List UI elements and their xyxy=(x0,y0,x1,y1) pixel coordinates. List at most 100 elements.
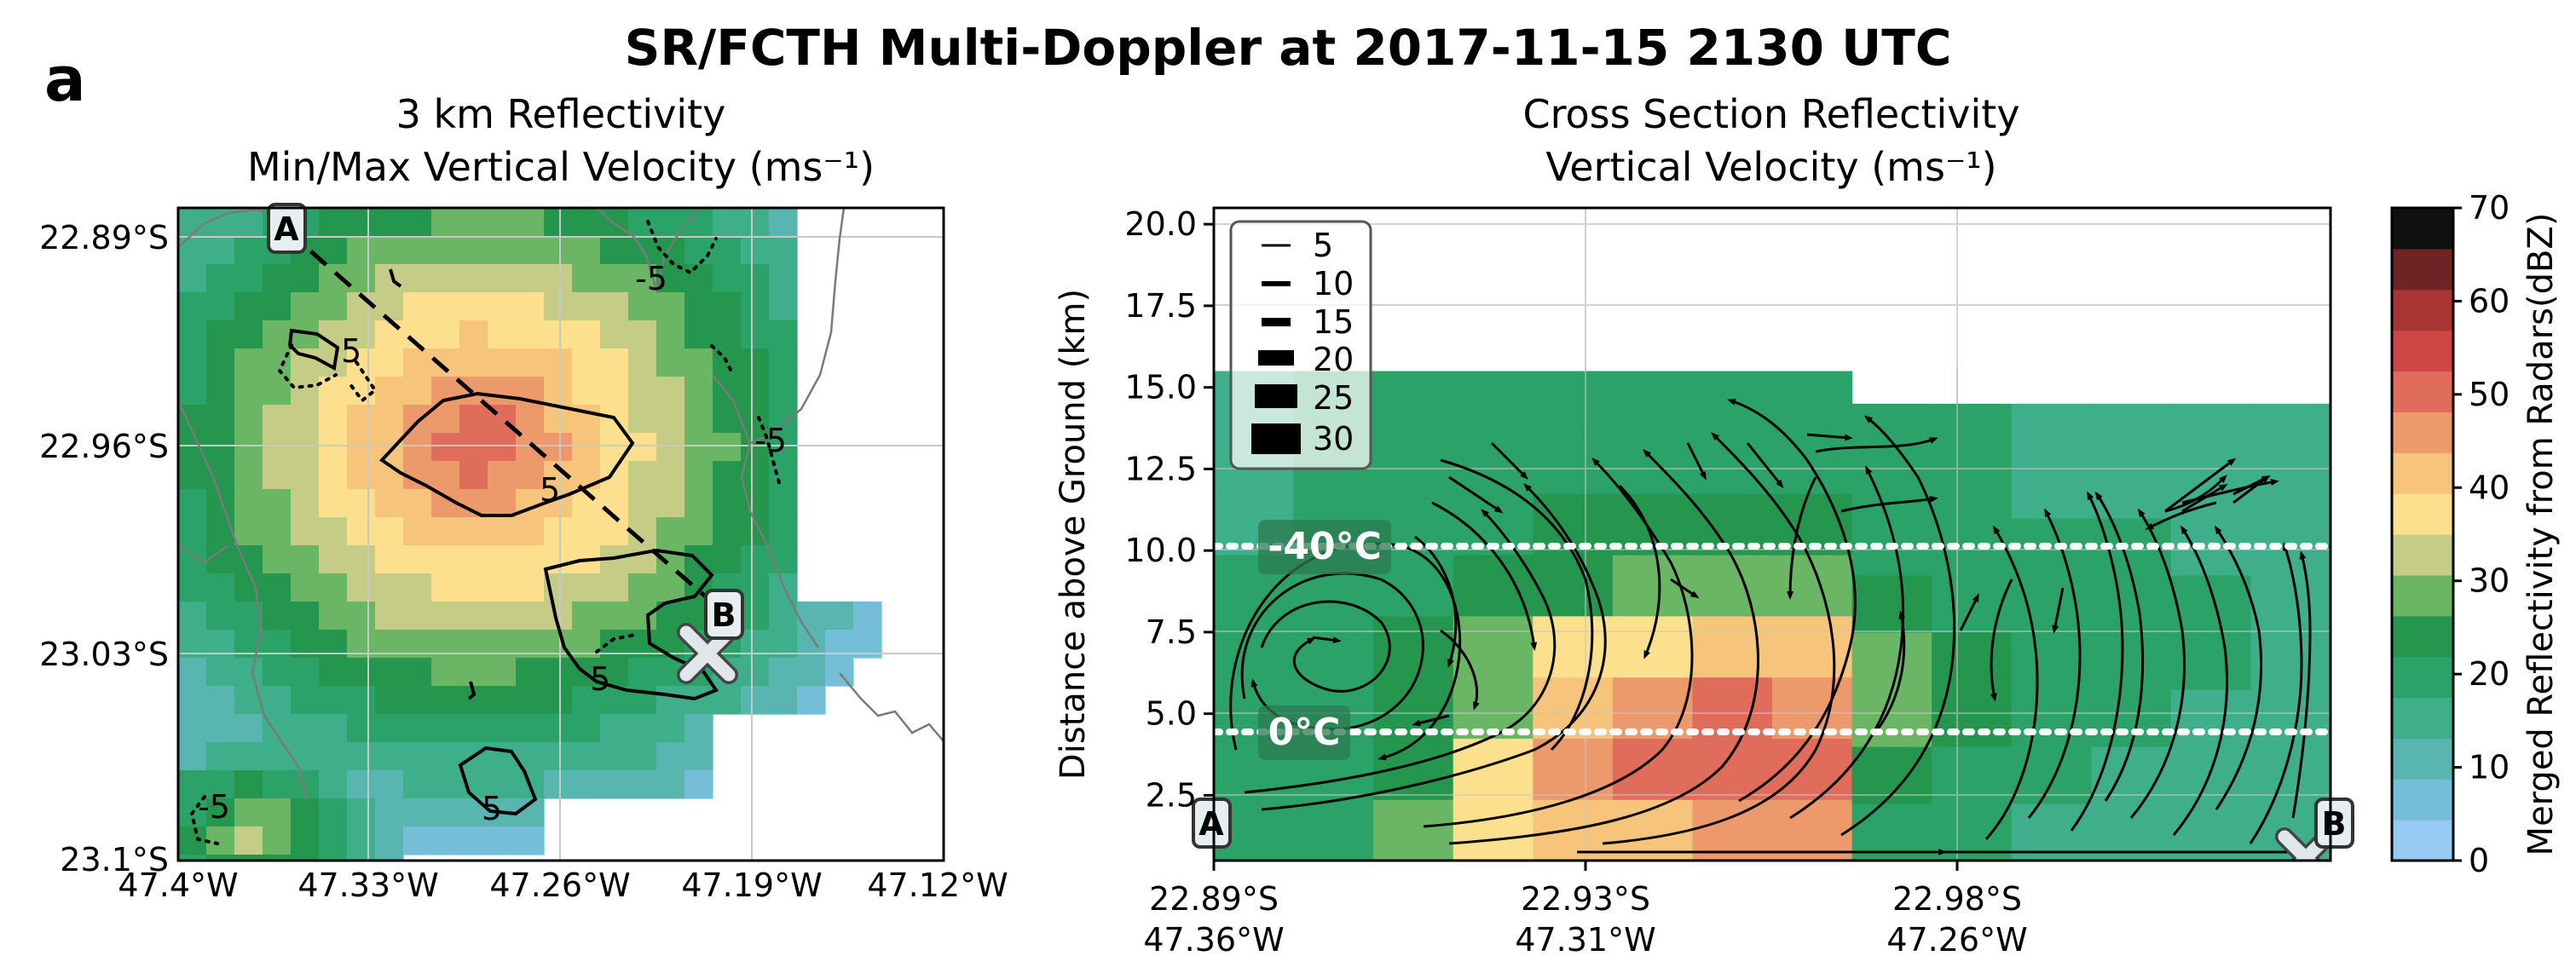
plan-cell xyxy=(431,517,460,546)
plan-cell xyxy=(684,208,713,237)
plan-cell xyxy=(741,348,770,377)
plan-cell xyxy=(319,826,348,855)
plan-cell xyxy=(459,348,488,377)
plan-cell xyxy=(713,264,742,293)
y-tick-label: 12.5 xyxy=(1124,450,1197,487)
plan-cell xyxy=(375,264,404,293)
plan-cell xyxy=(572,236,601,265)
plan-cell xyxy=(459,236,488,265)
plan-cell xyxy=(347,602,376,631)
plan-cell xyxy=(628,348,657,377)
plan-cell xyxy=(178,742,207,771)
cross-cell xyxy=(1293,615,1374,678)
plan-cell xyxy=(431,545,460,574)
cross-cell xyxy=(1612,371,1694,433)
plan-cell xyxy=(319,602,348,631)
plan-cell xyxy=(178,461,207,490)
plan-cell xyxy=(741,686,770,715)
colorbar-cells xyxy=(2392,208,2453,861)
y-tick-label: 22.96°S xyxy=(39,428,169,465)
plan-cell xyxy=(431,826,460,855)
isotherm-labels: -40°C 0°C xyxy=(1258,520,1391,760)
plan-cell xyxy=(459,658,488,687)
plan-cell xyxy=(544,658,573,687)
plan-cell xyxy=(206,377,235,406)
plan-cell xyxy=(572,320,601,349)
plan-cell xyxy=(516,517,545,546)
cross-cell xyxy=(2250,631,2331,690)
cross-section-frame xyxy=(1212,206,2332,862)
plan-cell xyxy=(713,236,742,265)
plan-cell xyxy=(431,264,460,293)
plan-cell xyxy=(347,686,376,715)
colorbar-segment xyxy=(2392,656,2453,699)
plan-cell xyxy=(206,770,235,799)
plan-cell xyxy=(403,236,432,265)
plan-cell xyxy=(431,770,460,799)
colorbar-segment xyxy=(2392,208,2453,250)
cross-cell xyxy=(1692,799,1773,861)
cross-cell xyxy=(1772,615,1853,678)
plan-cell xyxy=(600,714,629,743)
marker-a-label: A xyxy=(1198,805,1224,843)
plan-cell xyxy=(319,714,348,743)
plan-cell xyxy=(347,855,376,861)
plan-cell xyxy=(628,602,657,631)
colorbar-tick-label: 60 xyxy=(2469,282,2510,320)
y-tick-label: 2.5 xyxy=(1146,776,1197,814)
plan-cell xyxy=(544,264,573,293)
plan-cell xyxy=(516,405,545,434)
y-tick-label: 15.0 xyxy=(1124,369,1197,406)
plan-cell xyxy=(347,320,376,349)
plan-cell xyxy=(375,433,404,462)
cross-cell xyxy=(1453,554,1533,617)
plan-cell xyxy=(431,292,460,321)
plan-cell xyxy=(291,517,320,546)
plan-cell xyxy=(234,826,263,855)
plan-cell xyxy=(656,686,685,715)
legend-entry: 5 xyxy=(1313,227,1333,264)
plan-cell xyxy=(516,292,545,321)
plan-cell xyxy=(319,405,348,434)
plan-cell xyxy=(459,573,488,602)
plan-cell xyxy=(319,377,348,406)
plan-cell xyxy=(375,545,404,574)
colorbar-segment xyxy=(2392,534,2453,576)
plan-cell xyxy=(375,320,404,349)
plan-cell xyxy=(347,545,376,574)
cross-cell xyxy=(1373,677,1454,739)
cross-cell xyxy=(1453,371,1533,433)
plan-cell xyxy=(206,742,235,771)
plan-cell xyxy=(600,320,629,349)
plan-cell xyxy=(572,573,601,602)
plan-cell xyxy=(263,686,292,715)
plan-cell xyxy=(684,489,713,518)
cross-cell xyxy=(1373,432,1454,494)
plan-cell xyxy=(403,602,432,631)
plan-cell xyxy=(572,714,601,743)
plan-cell xyxy=(206,461,235,490)
cross-section-subtitle: Vertical Velocity (ms⁻¹) xyxy=(1545,144,1996,190)
cross-cell xyxy=(2250,688,2331,747)
plan-cell xyxy=(769,377,798,406)
plan-cell xyxy=(769,686,798,715)
plan-cell xyxy=(741,602,770,631)
plan-cell xyxy=(516,320,545,349)
cross-cell xyxy=(1772,738,1853,800)
plan-cell xyxy=(319,798,348,827)
plan-cell xyxy=(544,292,573,321)
plan-cell xyxy=(656,714,685,743)
colorbar-segment xyxy=(2392,615,2453,658)
plan-cell xyxy=(178,377,207,406)
plan-view-subtitle: Min/Max Vertical Velocity (ms⁻¹) xyxy=(247,144,875,190)
plan-cell xyxy=(234,348,263,377)
plan-cell xyxy=(459,433,488,462)
plan-cell xyxy=(263,320,292,349)
cross-cell xyxy=(1373,799,1454,861)
plan-cell xyxy=(375,489,404,518)
plan-cell xyxy=(178,770,207,799)
y-tick-label: 17.5 xyxy=(1124,287,1197,325)
plan-cell xyxy=(713,292,742,321)
cross-section-panel: Cross Section Reflectivity Vertical Velo… xyxy=(1054,91,2354,959)
plan-cell xyxy=(347,742,376,771)
